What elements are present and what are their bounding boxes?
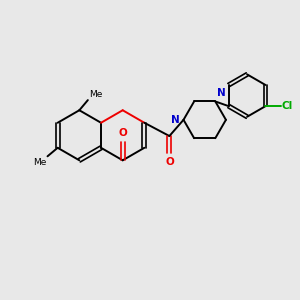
Text: N: N bbox=[171, 115, 180, 125]
Text: Me: Me bbox=[33, 158, 46, 167]
Text: N: N bbox=[217, 88, 226, 98]
Text: Me: Me bbox=[89, 90, 102, 99]
Text: O: O bbox=[165, 157, 174, 166]
Text: O: O bbox=[118, 128, 127, 138]
Text: Cl: Cl bbox=[282, 101, 293, 111]
